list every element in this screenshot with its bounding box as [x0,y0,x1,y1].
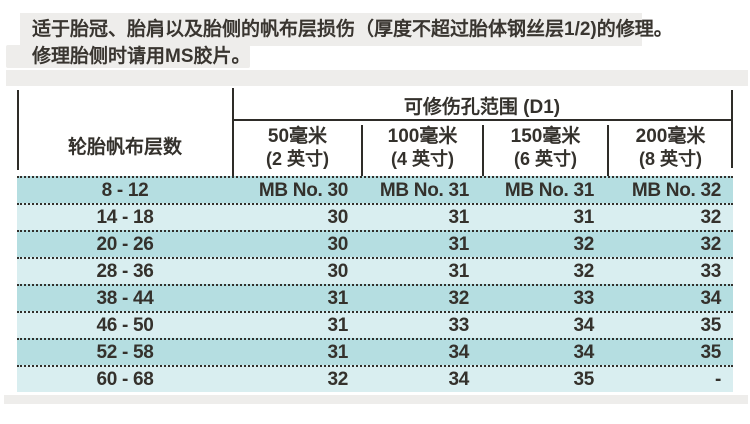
intro-text-line-1: 适于胎冠、胎肩以及胎侧的帆布层损伤（厚度不超过胎体钢丝层1/2)的修理。 [32,19,673,40]
column-header-50mm: 50毫米 (2 英寸) [233,126,362,174]
value-cell: 31 [327,342,348,363]
span-header-underline [233,119,731,121]
value-cell: 34 [448,369,469,390]
ply-range-cell: 8 - 12 [101,180,149,201]
value-cell: 31 [448,207,469,228]
value-cell: 33 [700,261,721,282]
value-cell: 31 [327,315,348,336]
column-inch-label: (4 英寸) [391,149,454,169]
column-inch-label: (6 英寸) [514,149,577,169]
table-row: 20 - 26 30 31 32 32 [17,230,733,257]
value-cell: 31 [327,288,348,309]
column-size-label: 200毫米 [635,126,706,147]
column-size-label: 150毫米 [510,126,581,147]
value-cell: 35 [700,315,721,336]
value-cell: 35 [700,342,721,363]
table-left-border-line [17,90,19,170]
value-cell: 34 [573,315,594,336]
column-header-100mm: 100毫米 (4 英寸) [362,126,483,174]
span-header-label: 可修伤孔范围 (D1) [403,97,561,118]
column-inch-label: (2 英寸) [266,149,329,169]
value-cell: 30 [327,207,348,228]
value-cell: 35 [573,369,594,390]
table-row: 38 - 44 31 32 33 34 [17,284,733,311]
ply-range-cell: 46 - 50 [96,315,154,336]
table-row: 28 - 36 30 31 32 33 [17,257,733,284]
value-cell: MB No. 32 [631,180,721,201]
value-cell: 32 [327,369,348,390]
value-cell: 31 [573,207,594,228]
value-cell: 31 [448,234,469,255]
footer-gray-strip [4,395,748,404]
value-cell: 33 [448,315,469,336]
value-cell: 30 [327,234,348,255]
intro-text-line-2: 修理胎侧时请用MS胶片。 [32,46,251,67]
table-row: 60 - 68 32 34 35 - [17,365,733,392]
row-header-label: 轮胎帆布层数 [67,137,182,158]
ply-range-cell: 60 - 68 [96,369,154,390]
value-cell: 32 [573,234,594,255]
ply-range-cell: 52 - 58 [96,342,154,363]
value-cell: 32 [700,234,721,255]
value-cell: MB No. 31 [504,180,594,201]
value-cell: - [714,369,721,390]
column-size-label: 100毫米 [387,126,458,147]
repair-range-table: 轮胎帆布层数 可修伤孔范围 (D1) 50毫米 (2 英寸) 100毫米 (4 … [17,88,733,392]
column-header-200mm: 200毫米 (8 英寸) [608,126,733,174]
table-row: 8 - 12 MB No. 30 MB No. 31 MB No. 31 MB … [17,176,733,203]
value-cell: MB No. 31 [379,180,469,201]
column-header-150mm: 150毫米 (6 英寸) [483,126,608,174]
ply-range-cell: 20 - 26 [96,234,154,255]
value-cell: 33 [573,288,594,309]
value-cell: 32 [700,207,721,228]
intro-gray-band-2 [6,45,250,68]
column-inch-label: (8 英寸) [639,149,702,169]
value-cell: 30 [327,261,348,282]
ply-range-cell: 38 - 44 [96,288,154,309]
value-cell: 31 [448,261,469,282]
value-cell: 32 [573,261,594,282]
value-cell: 32 [448,288,469,309]
ply-range-cell: 28 - 36 [96,261,154,282]
column-size-label: 50毫米 [267,126,328,147]
value-cell: MB No. 30 [258,180,348,201]
ply-range-cell: 14 - 18 [96,207,154,228]
table-right-border-line [731,90,733,168]
table-body: 8 - 12 MB No. 30 MB No. 31 MB No. 31 MB … [17,176,733,392]
table-row: 52 - 58 31 34 34 35 [17,338,733,365]
table-row: 14 - 18 30 31 31 32 [17,203,733,230]
table-row: 46 - 50 31 33 34 35 [17,311,733,338]
intro-gray-band-1 [20,13,642,46]
value-cell: 34 [700,288,721,309]
divider-gray-strip [6,70,748,86]
value-cell: 34 [448,342,469,363]
value-cell: 34 [573,342,594,363]
